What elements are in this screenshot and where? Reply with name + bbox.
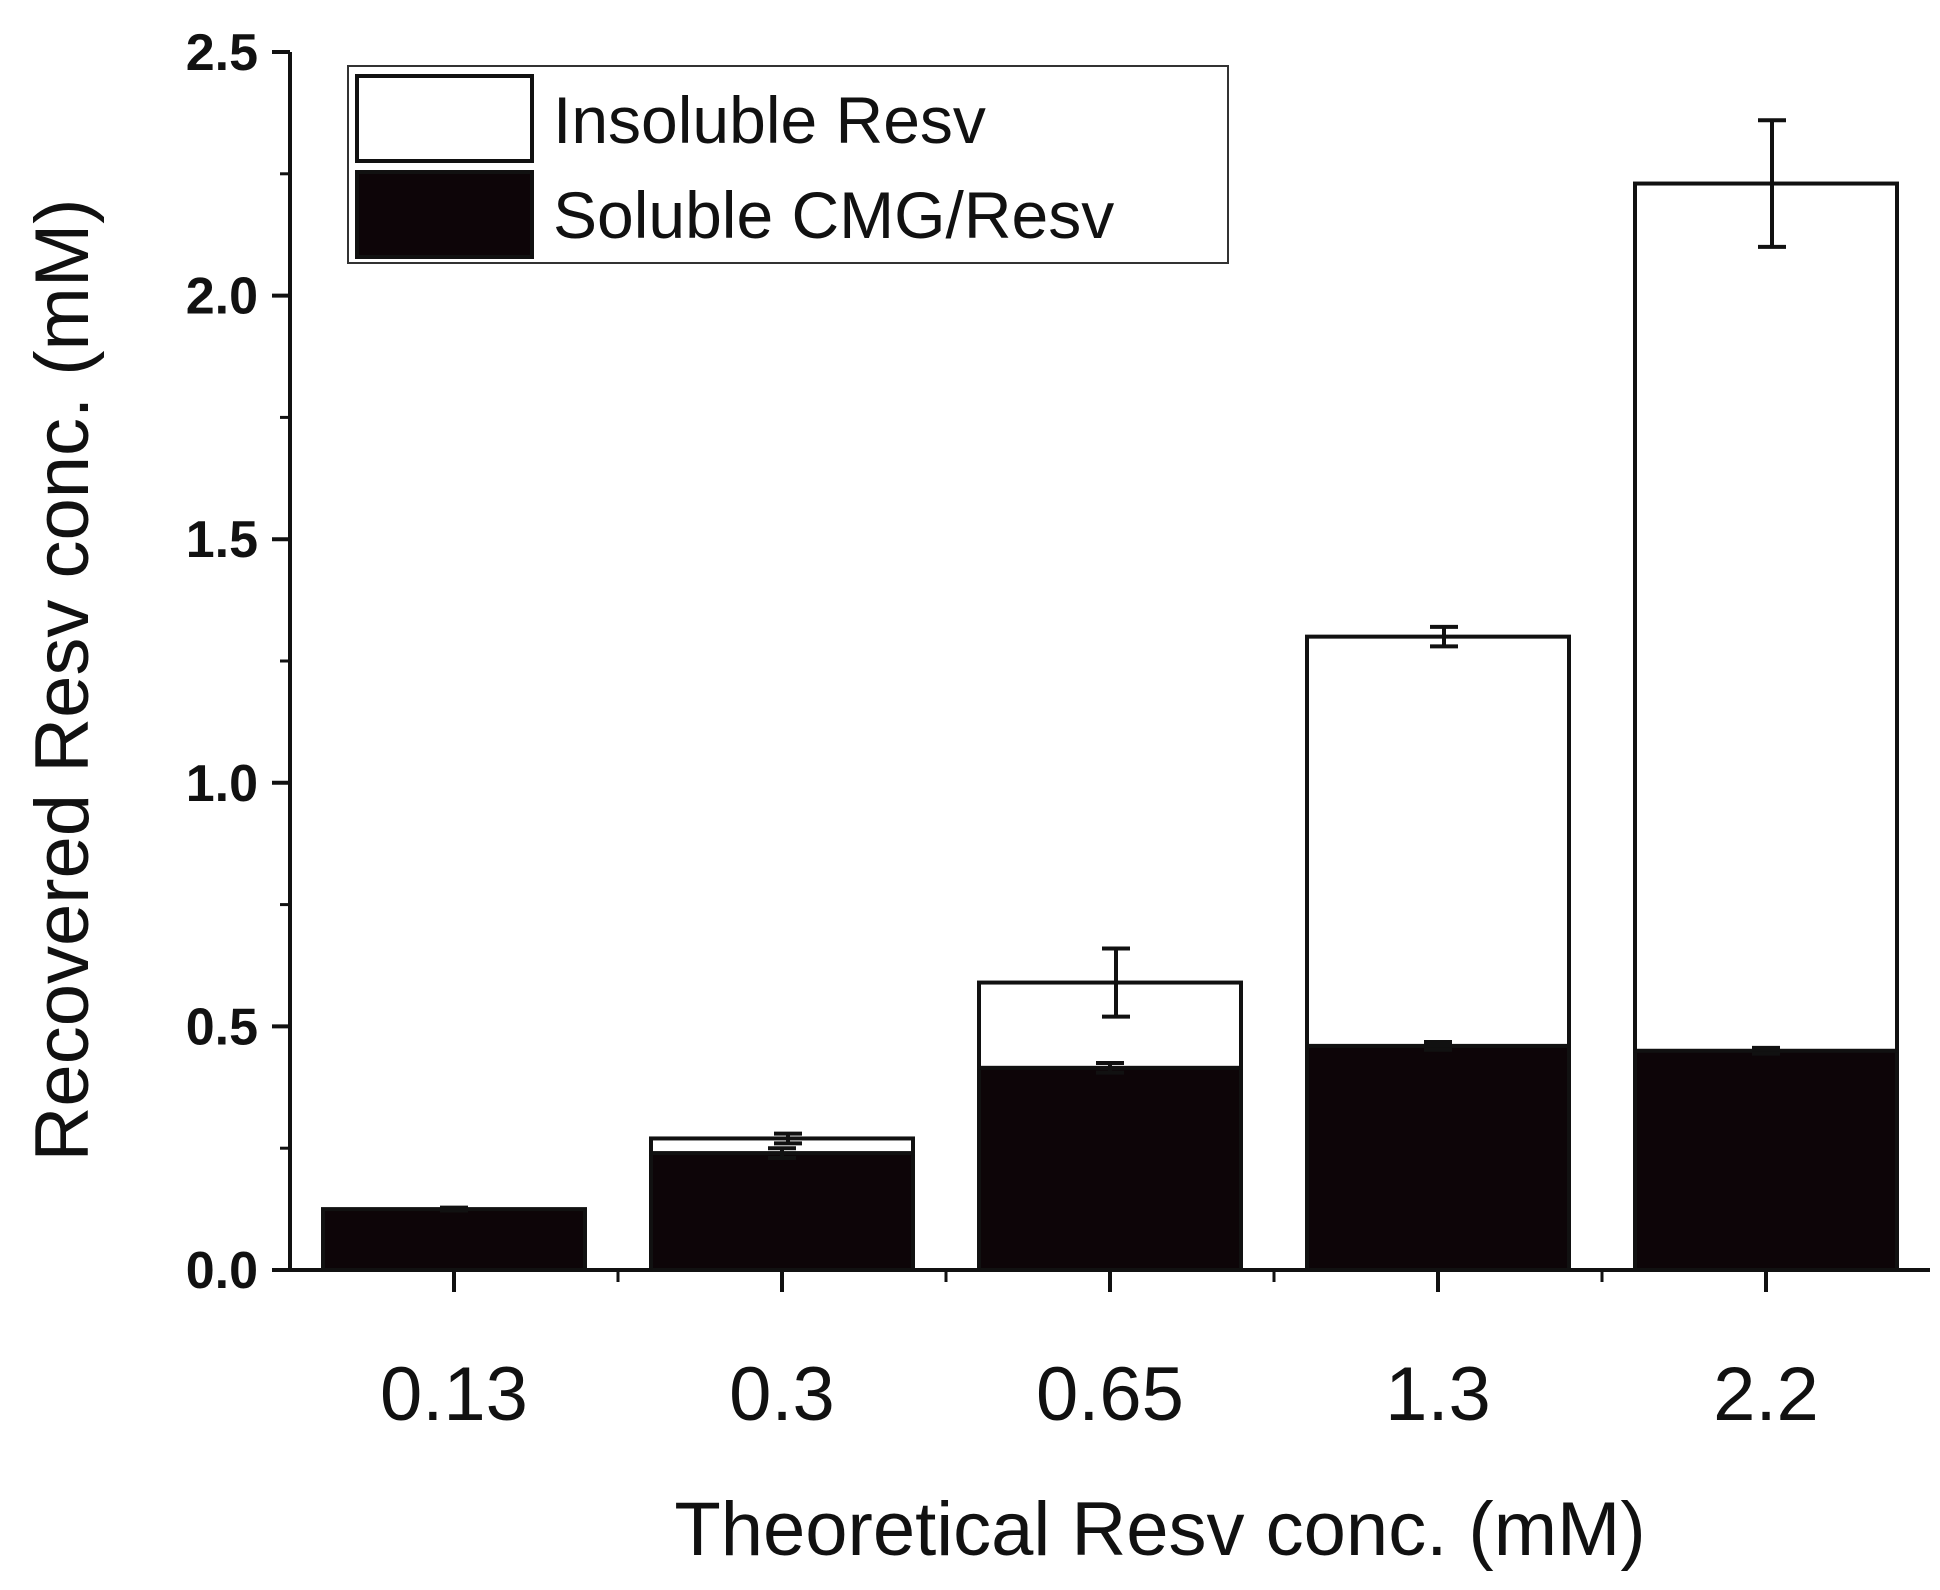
- x-tick-label: 2.2: [1713, 1352, 1819, 1437]
- bar-soluble: [649, 1151, 915, 1273]
- y-tick-label: 0.0: [186, 1242, 258, 1300]
- legend-swatch-soluble: [355, 170, 534, 259]
- bar-soluble: [1305, 1043, 1571, 1272]
- legend-swatch-insoluble: [355, 74, 534, 163]
- y-tick-label: 1.0: [186, 755, 258, 813]
- x-tick-label: 0.3: [729, 1352, 835, 1437]
- y-tick-label: 2.0: [186, 268, 258, 326]
- bar-soluble: [977, 1065, 1243, 1273]
- bar-soluble: [1633, 1048, 1899, 1273]
- errorbars-layer: [440, 118, 1786, 1213]
- x-tick-label: 0.65: [1036, 1352, 1184, 1437]
- y-tick-label: 2.5: [186, 24, 258, 82]
- ticks-layer: 0.0 0.5 1.0 1.5 2.0 2.5 0.13 0.3 0.65 1.3 2.2: [186, 24, 1819, 1437]
- legend-label-soluble: Soluble CMG/Resv: [553, 178, 1114, 252]
- bar-insoluble: [977, 980, 1243, 1070]
- legend: Insoluble Resv Soluble CMG/Resv: [347, 65, 1229, 264]
- y-tick-label: 1.5: [186, 511, 258, 569]
- bars-layer: [321, 181, 1899, 1273]
- x-axis-title: Theoretical Resv conc. (mM): [674, 1487, 1645, 1572]
- x-tick-label: 1.3: [1385, 1352, 1491, 1437]
- y-axis-title: Recovered Resv conc. (mM): [20, 199, 105, 1162]
- legend-label-insoluble: Insoluble Resv: [553, 83, 986, 157]
- bar-insoluble: [1633, 181, 1899, 1053]
- x-tick-label: 0.13: [380, 1352, 528, 1437]
- y-tick-label: 0.5: [186, 998, 258, 1056]
- bar-insoluble: [1305, 634, 1571, 1048]
- bar-soluble: [321, 1207, 587, 1272]
